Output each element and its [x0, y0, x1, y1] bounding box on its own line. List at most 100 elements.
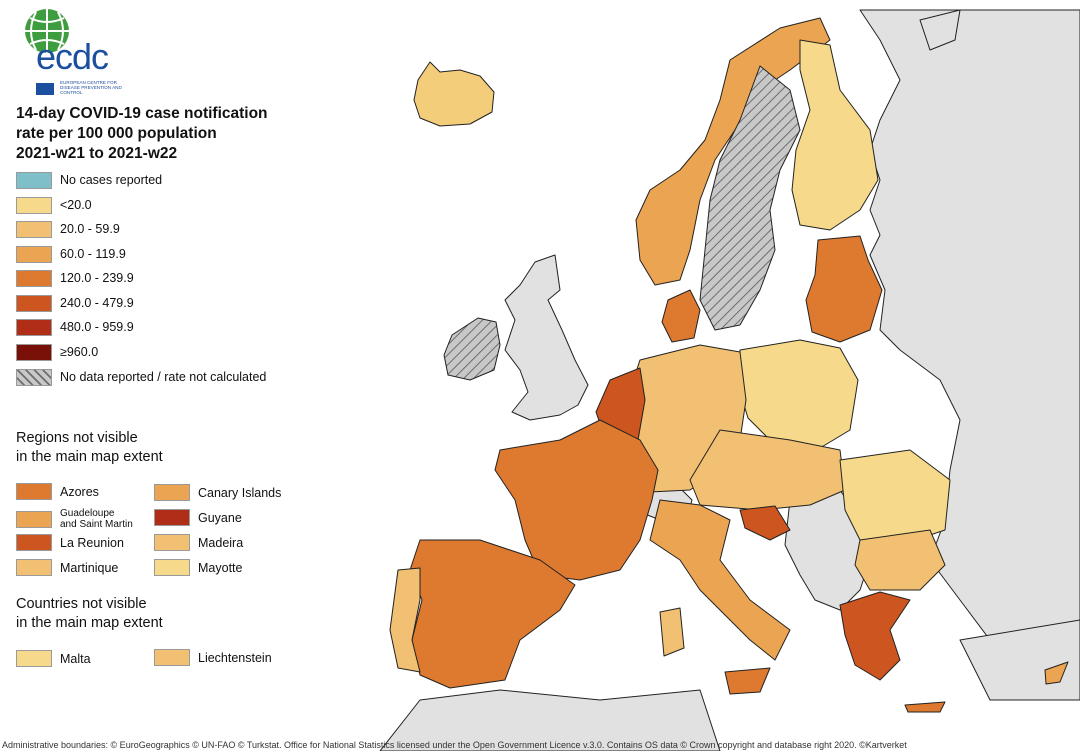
greece — [839, 591, 911, 681]
country-item: Liechtenstein — [154, 649, 272, 666]
countries-section-title: Countries not visible in the main map ex… — [16, 595, 163, 633]
region-swatch — [154, 509, 190, 526]
legend-swatch — [16, 269, 52, 287]
uk-land — [504, 254, 589, 421]
legend-item: 120.0 - 239.9 — [16, 269, 134, 287]
sweden — [699, 65, 801, 331]
norway-north — [919, 9, 961, 51]
legend-item: No cases reported — [16, 171, 162, 189]
legend-label: No data reported / rate not calculated — [60, 370, 267, 384]
region-label: Martinique — [60, 560, 119, 575]
cyprus — [1044, 661, 1069, 685]
legend-label: ≥960.0 — [60, 345, 99, 359]
spain — [409, 539, 576, 689]
regions-section-title: Regions not visible in the main map exte… — [16, 429, 163, 467]
region-label: La Reunion — [60, 535, 124, 550]
legend-swatch — [16, 245, 52, 263]
region-swatch — [16, 534, 52, 551]
iceland — [413, 61, 495, 127]
attribution-footer: Administrative boundaries: © EuroGeograp… — [2, 740, 907, 750]
region-item: Martinique — [16, 559, 118, 576]
sardinia — [659, 607, 685, 657]
legend-item: 240.0 - 479.9 — [16, 294, 134, 312]
title-line-3: 2021-w21 to 2021-w22 — [16, 145, 178, 162]
legend-label: No cases reported — [60, 173, 163, 187]
legend-label: 240.0 - 479.9 — [60, 296, 134, 310]
legend-swatch — [16, 196, 52, 214]
region-swatch — [154, 559, 190, 576]
ireland — [443, 317, 501, 381]
baltics — [805, 235, 883, 343]
bulgaria — [854, 529, 946, 591]
turkey-land — [959, 619, 1080, 701]
region-label: Madeira — [198, 535, 244, 550]
legend-item: 480.0 - 959.9 — [16, 318, 134, 336]
region-label: Azores — [60, 484, 99, 499]
region-label-line-2: and Saint Martin — [60, 519, 133, 530]
country-item: Malta — [16, 650, 91, 667]
legend-label: 60.0 - 119.9 — [60, 247, 126, 261]
legend-label: 20.0 - 59.9 — [60, 222, 120, 236]
ecdc-logo: ecdc EUROPEAN CENTRE FOR DISEASE PREVENT… — [14, 6, 124, 98]
finland — [791, 39, 879, 231]
legend-item: 20.0 - 59.9 — [16, 220, 120, 238]
legend-swatch — [16, 343, 52, 361]
italy — [649, 499, 791, 661]
poland — [737, 339, 859, 449]
region-swatch — [16, 559, 52, 576]
legend-item: ≥960.0 — [16, 343, 98, 361]
region-label: Guadeloupe and Saint Martin — [60, 508, 133, 530]
legend-item: <20.0 — [16, 196, 92, 214]
title-line-2: rate per 100 000 population — [16, 125, 217, 142]
ecdc-globe-icon — [25, 9, 69, 95]
legend-label: 120.0 - 239.9 — [60, 271, 134, 285]
country-label: Liechtenstein — [198, 650, 272, 665]
countries-title-line-1: Countries not visible — [16, 596, 147, 612]
regions-title-line-2: in the main map extent — [16, 449, 163, 465]
region-item: Guyane — [154, 509, 242, 526]
sicily — [724, 667, 771, 695]
legend-swatch — [16, 294, 52, 312]
legend-swatch — [16, 368, 52, 386]
logo-text: ecdc — [36, 36, 109, 77]
regions-title-line-1: Regions not visible — [16, 430, 138, 446]
region-item: Guadeloupe and Saint Martin — [16, 508, 133, 530]
region-swatch — [16, 510, 52, 528]
title-line-1: 14-day COVID-19 case notification — [16, 105, 268, 122]
central-europe — [689, 429, 846, 511]
country-label: Malta — [60, 651, 91, 666]
legend-label: <20.0 — [60, 198, 92, 212]
portugal — [389, 567, 421, 673]
logo-subtitle: EUROPEAN CENTRE FOR DISEASE PREVENTION A… — [60, 80, 122, 96]
region-label: Guyane — [198, 510, 242, 525]
region-label: Mayotte — [198, 560, 243, 575]
region-swatch — [16, 483, 52, 500]
legend-swatch — [16, 220, 52, 238]
legend-label: 480.0 - 959.9 — [60, 320, 134, 334]
legend-item: 60.0 - 119.9 — [16, 245, 126, 263]
region-swatch — [154, 484, 190, 501]
region-item: Canary Islands — [154, 484, 281, 501]
romania — [839, 449, 951, 546]
norway — [635, 17, 831, 286]
region-swatch — [154, 534, 190, 551]
crete — [904, 701, 946, 713]
legend-swatch — [16, 171, 52, 189]
region-item: Madeira — [154, 534, 243, 551]
region-item: La Reunion — [16, 534, 124, 551]
south-land — [379, 689, 721, 751]
denmark — [661, 289, 701, 343]
legend-item: No data reported / rate not calculated — [16, 368, 266, 386]
croatia-slovenia — [739, 505, 791, 541]
map-title: 14-day COVID-19 case notification rate p… — [16, 104, 316, 164]
france — [494, 419, 659, 581]
countries-title-line-2: in the main map extent — [16, 615, 163, 631]
legend-swatch — [16, 318, 52, 336]
region-label: Canary Islands — [198, 485, 282, 500]
country-swatch — [154, 649, 190, 666]
region-item: Mayotte — [154, 559, 242, 576]
country-swatch — [16, 650, 52, 667]
region-label-line-1: Guadeloupe — [60, 508, 115, 519]
region-item: Azores — [16, 483, 99, 500]
